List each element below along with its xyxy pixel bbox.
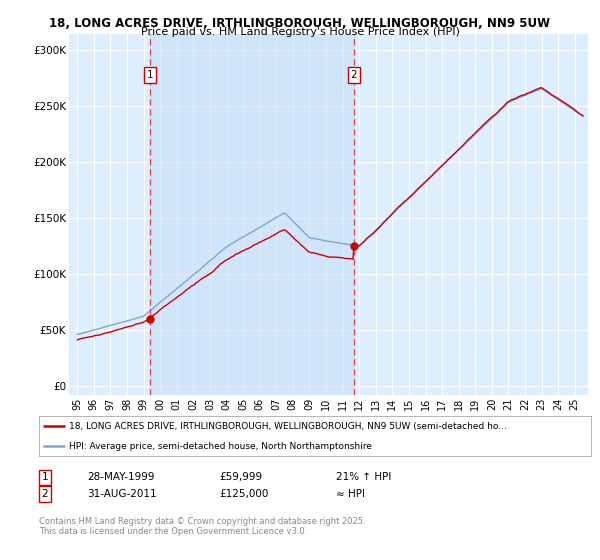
Bar — [150, 34, 354, 395]
Text: 1: 1 — [147, 70, 154, 80]
Text: This data is licensed under the Open Government Licence v3.0.: This data is licensed under the Open Gov… — [39, 528, 307, 536]
Text: 1: 1 — [41, 472, 49, 482]
Text: HPI: Average price, semi-detached house, North Northamptonshire: HPI: Average price, semi-detached house,… — [70, 442, 372, 451]
Text: Contains HM Land Registry data © Crown copyright and database right 2025.: Contains HM Land Registry data © Crown c… — [39, 517, 365, 526]
Text: £125,000: £125,000 — [219, 489, 268, 499]
Text: 31-AUG-2011: 31-AUG-2011 — [87, 489, 157, 499]
Text: £59,999: £59,999 — [219, 472, 262, 482]
Text: 28-MAY-1999: 28-MAY-1999 — [87, 472, 155, 482]
Text: 21% ↑ HPI: 21% ↑ HPI — [336, 472, 391, 482]
Text: Price paid vs. HM Land Registry's House Price Index (HPI): Price paid vs. HM Land Registry's House … — [140, 27, 460, 37]
Text: 2: 2 — [41, 489, 49, 499]
Text: 18, LONG ACRES DRIVE, IRTHLINGBOROUGH, WELLINGBOROUGH, NN9 5UW (semi-detached ho: 18, LONG ACRES DRIVE, IRTHLINGBOROUGH, W… — [70, 422, 507, 431]
Text: 18, LONG ACRES DRIVE, IRTHLINGBOROUGH, WELLINGBOROUGH, NN9 5UW: 18, LONG ACRES DRIVE, IRTHLINGBOROUGH, W… — [49, 17, 551, 30]
Text: 2: 2 — [350, 70, 357, 80]
Text: ≈ HPI: ≈ HPI — [336, 489, 365, 499]
